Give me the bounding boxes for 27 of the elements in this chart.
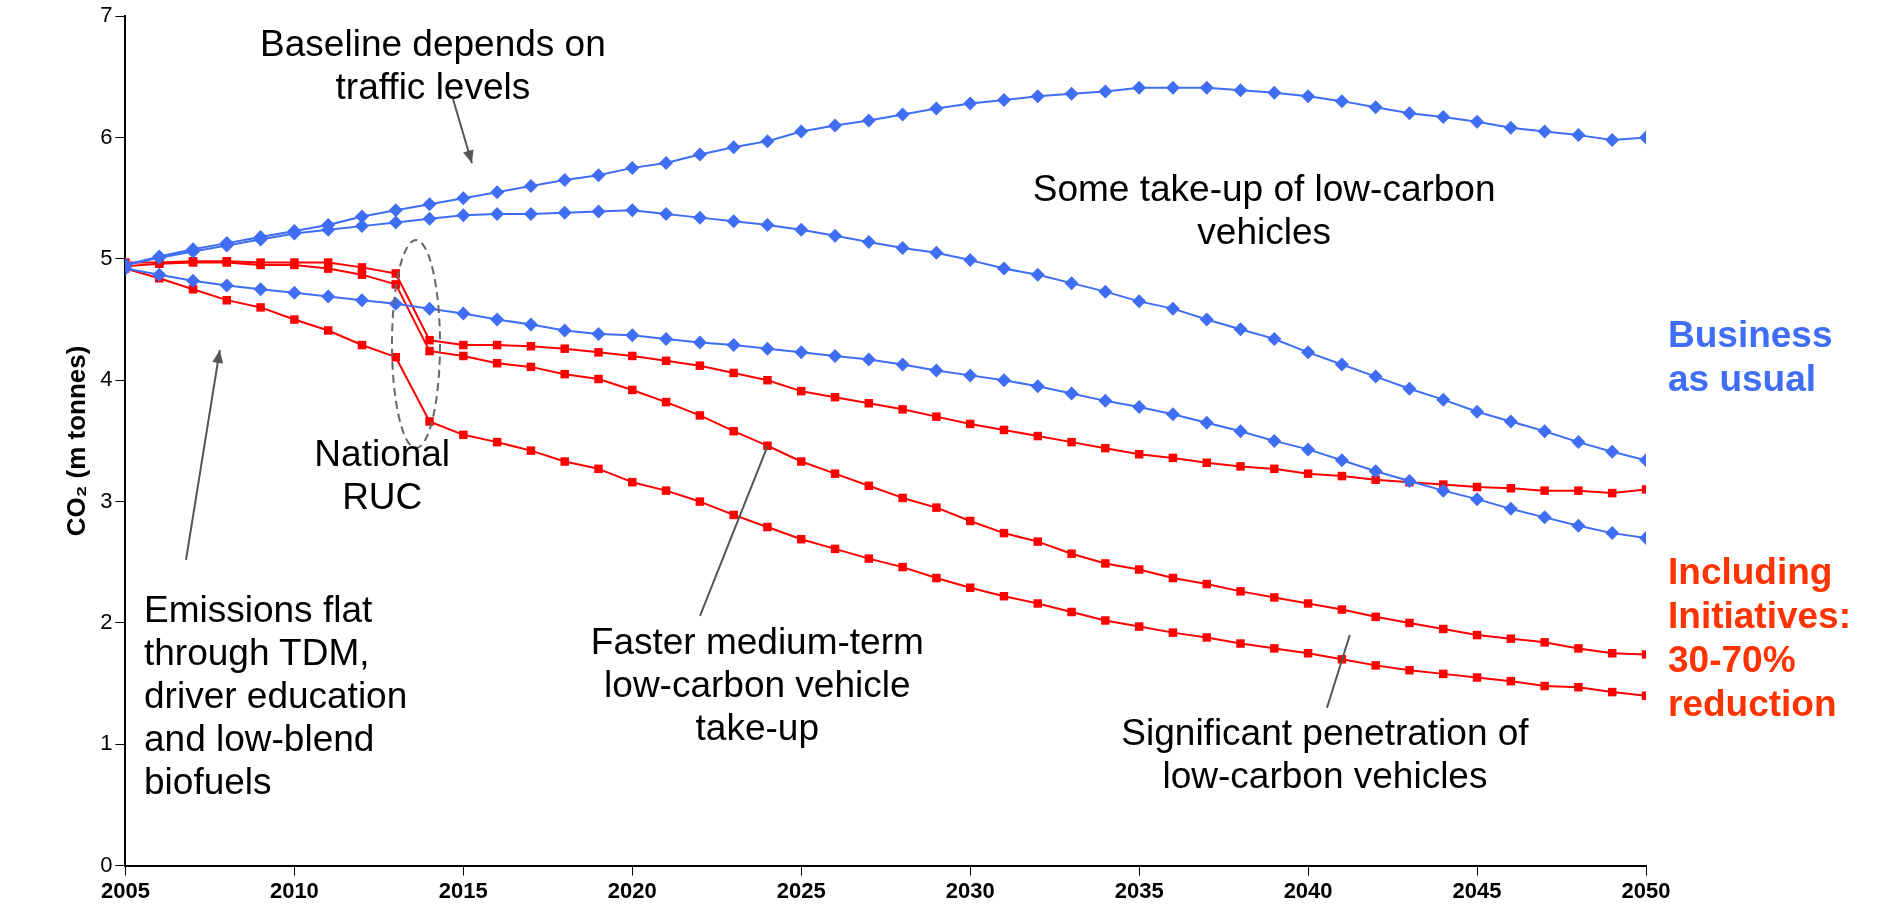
- y-tick-label: 0: [100, 851, 113, 877]
- x-tick-label: 2040: [1283, 877, 1333, 903]
- x-tick-label: 2020: [607, 877, 657, 903]
- y-tick-label: 4: [100, 366, 113, 392]
- annotation: Some take-up of low-carbon vehicles: [1031, 166, 1497, 253]
- annotation: Emissions flat through TDM, driver education and low-blend biofuels: [144, 587, 409, 803]
- x-tick-label: 2015: [438, 877, 488, 903]
- y-tick-label: 5: [100, 244, 113, 270]
- y-tick-label: 6: [100, 123, 113, 149]
- x-tick-label: 2050: [1621, 877, 1671, 903]
- x-tick-label: 2010: [269, 877, 319, 903]
- x-tick-label: 2030: [945, 877, 995, 903]
- y-tick-label: 3: [100, 487, 113, 513]
- text: Including Initiatives: 30-70% reduction: [1668, 550, 1852, 727]
- annotation: National RUC: [313, 432, 452, 519]
- x-tick-label: 2005: [100, 877, 150, 903]
- annotation: Baseline depends on traffic levels: [259, 22, 607, 109]
- x-tick-label: 2045: [1452, 877, 1502, 903]
- x-tick-label: 2025: [776, 877, 826, 903]
- y-axis-title: CO₂ (m tonnes): [60, 345, 91, 537]
- annotation: Faster medium-term low-carbon vehicle take-up: [589, 620, 925, 750]
- x-tick-label: 2035: [1114, 877, 1164, 903]
- y-tick-label: 1: [100, 730, 113, 756]
- y-tick-label: 7: [100, 2, 113, 28]
- y-tick-label: 2: [100, 608, 113, 634]
- annotation: Significant penetration of low-carbon vehicles: [1120, 711, 1530, 798]
- text: Business as usual: [1668, 313, 1834, 402]
